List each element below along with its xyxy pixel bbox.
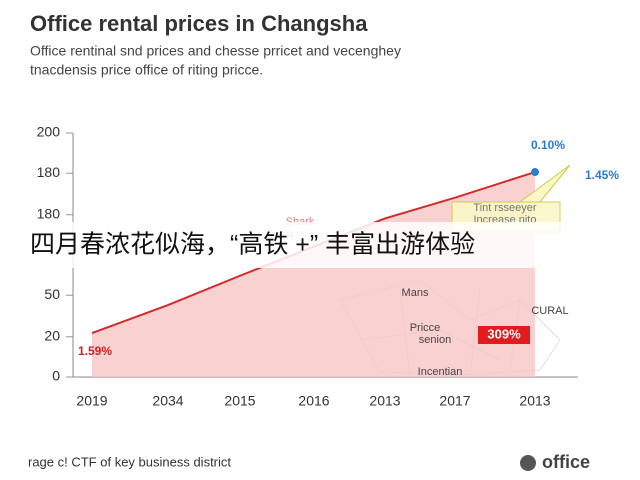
- subtitle: tnacdensis price office of riting pricce…: [30, 62, 263, 78]
- x-tick-label: 2013: [369, 393, 400, 409]
- annotation: senion: [419, 334, 451, 346]
- annotation: 309%: [487, 326, 521, 341]
- y-tick-label: 180: [37, 164, 61, 180]
- annotation: Incentian: [418, 366, 463, 378]
- annotation: 1.59%: [78, 344, 112, 358]
- subtitle: Office rentinal snd prices and chesse pr…: [30, 43, 401, 59]
- logo: office: [542, 452, 590, 472]
- value-badge: [478, 326, 530, 344]
- x-tick-label: 2019: [76, 393, 107, 409]
- y-tick-label: 20: [44, 327, 60, 343]
- annotation: Tint rsseeyer: [473, 202, 537, 214]
- logo-icon: [520, 455, 536, 471]
- x-tick-label: 2034: [152, 393, 183, 409]
- annotation: CURAL: [531, 305, 568, 317]
- x-tick-label: 2013: [519, 393, 550, 409]
- chart-title: Office rental prices in Changsha: [30, 11, 368, 36]
- callout-pointer: [518, 164, 571, 203]
- annotation: 0.10%: [531, 138, 565, 152]
- end-point: [531, 168, 539, 177]
- annotation: Mans: [402, 287, 429, 299]
- annotation: Pricce: [410, 322, 441, 334]
- y-tick-label: 180: [37, 205, 61, 221]
- x-tick-label: 2016: [298, 393, 329, 409]
- y-tick-label: 0: [52, 368, 60, 384]
- x-tick-label: 2015: [224, 393, 255, 409]
- x-tick-label: 2017: [439, 393, 470, 409]
- banner-bg: [0, 222, 640, 268]
- y-tick-label: 200: [37, 124, 61, 140]
- y-tick-label: 50: [44, 286, 60, 302]
- annotation: 1.45%: [585, 168, 619, 182]
- banner: 四月春浓花似海，“高铁 +” 丰富出游体验: [30, 231, 475, 259]
- footer: rage c! CTF of key business district: [28, 454, 231, 469]
